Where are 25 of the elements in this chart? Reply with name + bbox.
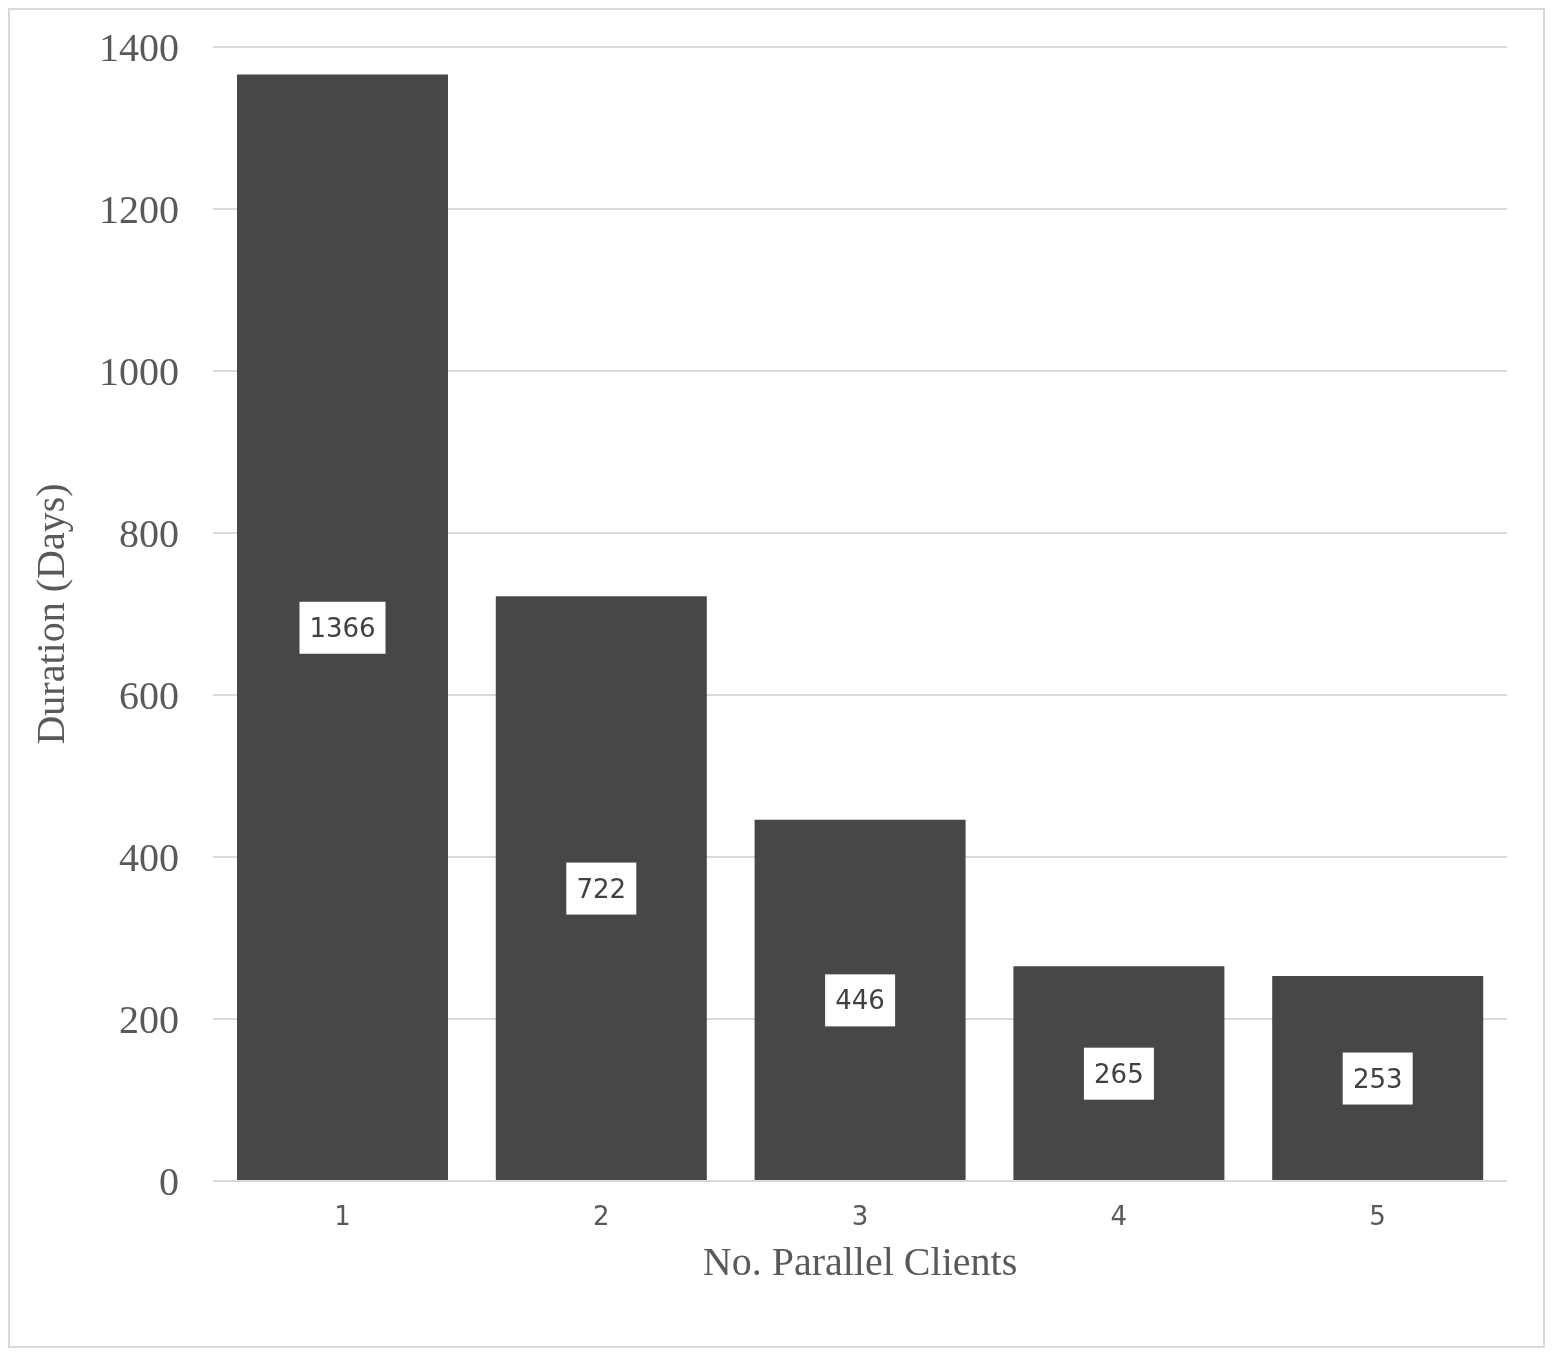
bar bbox=[1013, 966, 1225, 1181]
data-label: 446 bbox=[835, 985, 885, 1016]
data-label: 1366 bbox=[309, 612, 376, 643]
bar bbox=[1272, 976, 1484, 1181]
y-tick-label: 200 bbox=[119, 997, 179, 1043]
y-tick-label: 1000 bbox=[99, 349, 179, 395]
x-tick-label: 5 bbox=[1369, 1201, 1386, 1232]
data-label: 253 bbox=[1352, 1063, 1403, 1094]
x-tick-label: 2 bbox=[592, 1201, 610, 1232]
y-axis-title: Duration (Days) bbox=[28, 483, 74, 745]
bar bbox=[495, 596, 707, 1181]
x-tick-label: 4 bbox=[1110, 1201, 1128, 1232]
data-label: 265 bbox=[1094, 1058, 1144, 1089]
data-label: 722 bbox=[576, 873, 627, 904]
y-tick-label: 400 bbox=[119, 835, 179, 881]
x-tick-label: 1 bbox=[334, 1201, 351, 1232]
y-tick-label: 800 bbox=[119, 511, 179, 557]
y-tick-label: 0 bbox=[159, 1159, 179, 1205]
y-tick-label: 600 bbox=[119, 673, 179, 719]
x-axis-title: No. Parallel Clients bbox=[702, 1239, 1018, 1284]
y-tick-label: 1200 bbox=[99, 187, 179, 233]
x-tick-label: 3 bbox=[851, 1201, 869, 1232]
bar bbox=[754, 819, 966, 1181]
y-tick-label: 1400 bbox=[99, 25, 179, 71]
bar bbox=[237, 74, 448, 1181]
